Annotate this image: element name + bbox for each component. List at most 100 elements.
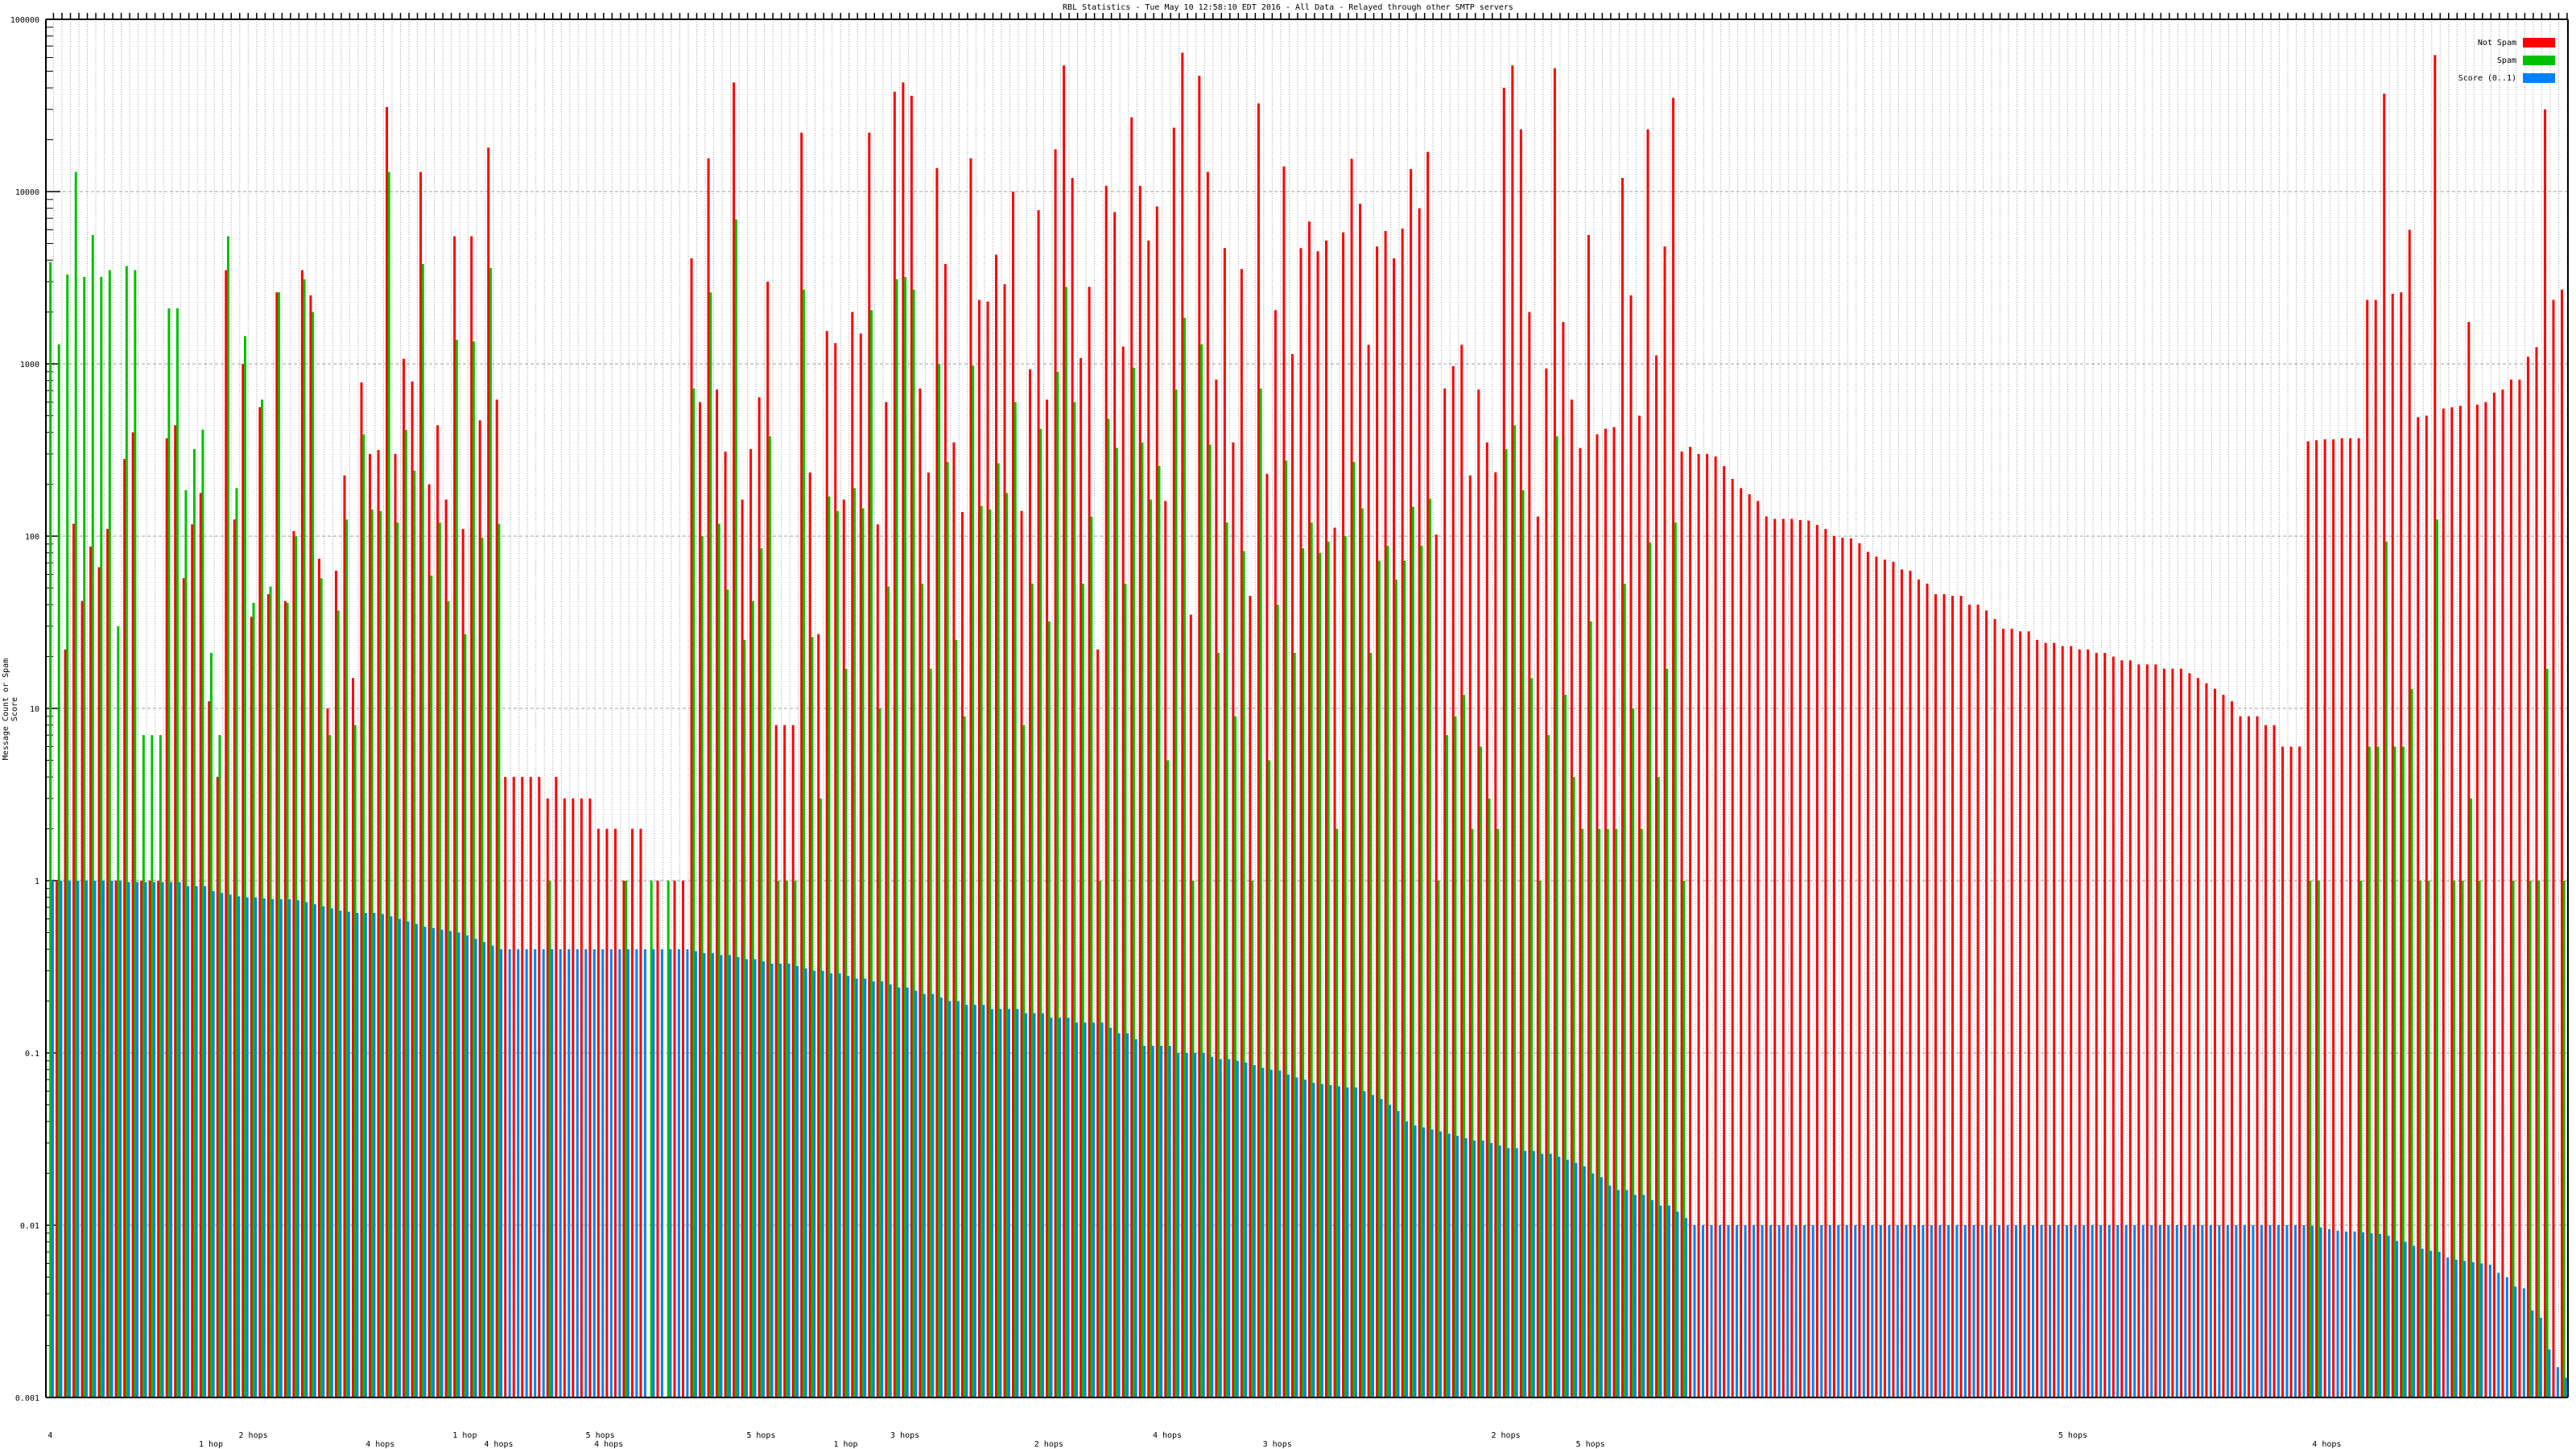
bar-score bbox=[1515, 1148, 1518, 1397]
bar-spam bbox=[2529, 881, 2532, 1397]
bar-not-spam bbox=[1215, 379, 1218, 1397]
bar-not-spam bbox=[1130, 117, 1133, 1398]
bar-not-spam bbox=[411, 381, 414, 1397]
bar-spam bbox=[2384, 541, 2388, 1397]
bar-score bbox=[1507, 1148, 1510, 1397]
bar-not-spam bbox=[1993, 619, 1996, 1397]
bar-score bbox=[720, 955, 723, 1397]
bar-spam bbox=[1149, 499, 1152, 1398]
bar-not-spam bbox=[351, 678, 354, 1397]
bar-not-spam bbox=[1054, 149, 1057, 1397]
bar-score bbox=[847, 976, 850, 1397]
bar-spam bbox=[1403, 560, 1406, 1398]
bar-score bbox=[2413, 1245, 2416, 1397]
bar-score bbox=[1566, 1159, 1569, 1397]
bar-spam bbox=[1030, 584, 1034, 1397]
bar-spam bbox=[1437, 881, 1440, 1397]
bar-score bbox=[483, 942, 486, 1397]
bar-not-spam bbox=[1350, 159, 1353, 1397]
bar-score bbox=[881, 981, 884, 1397]
bar-spam bbox=[328, 735, 332, 1397]
bar-score bbox=[144, 881, 147, 1397]
bar-score bbox=[1177, 1053, 1180, 1397]
bar-not-spam bbox=[613, 828, 617, 1397]
bar-spam bbox=[2427, 881, 2430, 1397]
bar-not-spam bbox=[343, 475, 346, 1397]
bar-not-spam bbox=[1781, 518, 1785, 1397]
bar-spam bbox=[430, 576, 433, 1397]
bar-spam bbox=[286, 602, 289, 1397]
x-tick-label: 1 hop bbox=[452, 1431, 477, 1440]
bar-not-spam bbox=[2315, 440, 2318, 1397]
bar-score bbox=[271, 899, 275, 1397]
bar-spam bbox=[972, 365, 975, 1397]
bar-score bbox=[1642, 1195, 1645, 1397]
bar-not-spam bbox=[1232, 442, 1235, 1397]
bar-score bbox=[1160, 1046, 1163, 1397]
bar-spam bbox=[235, 488, 238, 1398]
bar-score bbox=[2277, 1225, 2280, 1397]
bar-score bbox=[153, 881, 156, 1397]
bar-score bbox=[1600, 1177, 1603, 1397]
bar-not-spam bbox=[783, 724, 786, 1397]
bar-score bbox=[1075, 1022, 1079, 1397]
bar-not-spam bbox=[868, 132, 871, 1397]
bar-spam bbox=[1073, 402, 1076, 1398]
bar-score bbox=[2319, 1227, 2322, 1397]
bar-spam bbox=[870, 310, 873, 1397]
bar-not-spam bbox=[1740, 488, 1743, 1398]
bar-score bbox=[889, 984, 892, 1397]
bar-spam bbox=[548, 881, 551, 1397]
bar-not-spam bbox=[538, 777, 541, 1397]
bar-spam bbox=[1191, 881, 1195, 1397]
bar-not-spam bbox=[157, 881, 160, 1397]
bar-not-spam bbox=[2442, 408, 2445, 1397]
bar-score bbox=[2302, 1225, 2306, 1397]
bar-score bbox=[1659, 1205, 1662, 1397]
y-tick-label: 0.001 bbox=[15, 1394, 39, 1403]
bar-not-spam bbox=[1080, 357, 1083, 1398]
bar-score bbox=[2218, 1225, 2221, 1397]
bar-not-spam bbox=[2128, 660, 2132, 1397]
bar-not-spam bbox=[1562, 321, 1565, 1397]
bar-not-spam bbox=[174, 425, 177, 1397]
bar-spam bbox=[269, 586, 272, 1397]
x-tick-label: 4 hops bbox=[484, 1440, 513, 1449]
bar-score bbox=[872, 981, 875, 1397]
bar-score bbox=[2032, 1225, 2035, 1397]
bar-not-spam bbox=[504, 777, 507, 1397]
bar-spam bbox=[1538, 881, 1542, 1397]
bar-not-spam bbox=[2357, 438, 2360, 1398]
bar-spam bbox=[1090, 516, 1093, 1397]
bar-not-spam bbox=[1172, 127, 1175, 1398]
bar-spam bbox=[1615, 828, 1618, 1397]
bar-spam bbox=[455, 340, 458, 1397]
bar-not-spam bbox=[572, 798, 575, 1397]
bar-not-spam bbox=[1257, 103, 1260, 1398]
bar-not-spam bbox=[1570, 399, 1573, 1397]
bar-score bbox=[1828, 1225, 1831, 1397]
bar-score bbox=[618, 949, 621, 1397]
bar-not-spam bbox=[2391, 294, 2394, 1398]
bar-score bbox=[2362, 1232, 2365, 1397]
bar-not-spam bbox=[2061, 646, 2064, 1397]
bar-score bbox=[1744, 1225, 1747, 1397]
bar-score bbox=[1710, 1225, 1713, 1397]
bar-score bbox=[1228, 1059, 1231, 1397]
bar-not-spam bbox=[123, 459, 126, 1398]
bar-not-spam bbox=[89, 546, 93, 1397]
bar-score bbox=[2158, 1225, 2161, 1397]
bar-not-spam bbox=[1773, 518, 1777, 1397]
bar-not-spam bbox=[2273, 724, 2276, 1397]
bar-score bbox=[119, 881, 122, 1397]
bar-score bbox=[2454, 1259, 2458, 1397]
bar-spam bbox=[421, 263, 424, 1398]
bar-score bbox=[1997, 1225, 2000, 1397]
bar-not-spam bbox=[2434, 55, 2437, 1397]
bar-score bbox=[2184, 1225, 2187, 1397]
bar-not-spam bbox=[2340, 438, 2343, 1398]
bar-spam bbox=[125, 266, 128, 1398]
y-tick-label: 1 bbox=[35, 877, 39, 886]
bar-score bbox=[491, 945, 494, 1397]
bar-not-spam bbox=[986, 301, 989, 1398]
